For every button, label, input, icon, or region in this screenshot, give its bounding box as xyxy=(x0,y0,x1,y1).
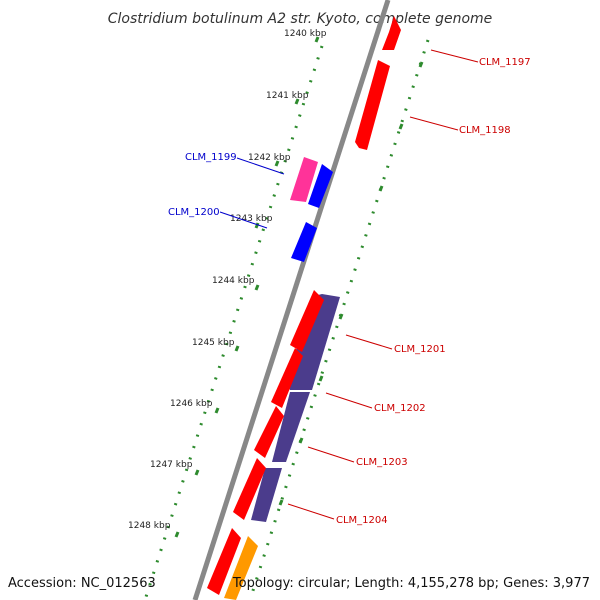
genome-summary-text: Topology: circular; Length: 4,155,278 bp… xyxy=(232,576,590,591)
map-title: Clostridium botulinum A2 str. Kyoto, com… xyxy=(108,11,493,27)
tick-label-1242: 1242 kbp xyxy=(248,153,291,163)
gene-label-clm-1199[interactable]: CLM_1199 xyxy=(185,152,237,163)
gene-clm-1203[interactable] xyxy=(251,468,282,522)
gene-label-clm-1200[interactable]: CLM_1200 xyxy=(168,207,220,218)
genome-backbone xyxy=(192,0,391,600)
tick-label-1247: 1247 kbp xyxy=(150,460,193,470)
gene-label-clm-1201[interactable]: CLM_1201 xyxy=(394,344,446,355)
gene-red-4[interactable] xyxy=(233,458,266,520)
tick-label-1245: 1245 kbp xyxy=(192,338,235,348)
tick-label-1241: 1241 kbp xyxy=(266,91,309,101)
gene-clm-1197[interactable] xyxy=(382,16,401,50)
tick-label-1248: 1248 kbp xyxy=(128,521,171,531)
right-tick-track xyxy=(248,39,430,600)
right-major-ticks xyxy=(278,61,424,506)
tick-label-1246: 1246 kbp xyxy=(170,399,213,409)
gene-clm-1199-a[interactable] xyxy=(290,157,318,202)
gene-clm-1202[interactable] xyxy=(272,392,310,462)
gene-orange[interactable] xyxy=(224,536,258,600)
gene-label-clm-1204[interactable]: CLM_1204 xyxy=(336,515,388,526)
gene-label-clm-1203[interactable]: CLM_1203 xyxy=(356,457,408,468)
gene-clm-1200[interactable] xyxy=(291,222,317,262)
tick-label-1244: 1244 kbp xyxy=(212,276,255,286)
tick-label-1240: 1240 kbp xyxy=(284,29,327,39)
gene-red-3[interactable] xyxy=(254,406,284,458)
major-ticks xyxy=(174,36,320,538)
gene-clm-1201[interactable] xyxy=(286,294,340,390)
gene-label-clm-1202[interactable]: CLM_1202 xyxy=(374,403,426,414)
label-connectors xyxy=(219,49,479,520)
gene-label-clm-1197[interactable]: CLM_1197 xyxy=(479,57,531,68)
gene-clm-1199-b[interactable] xyxy=(308,164,333,208)
gene-red-5[interactable] xyxy=(207,528,241,595)
tick-label-1243: 1243 kbp xyxy=(230,214,273,224)
accession-text: Accession: NC_012563 xyxy=(8,576,156,591)
gene-clm-1198[interactable] xyxy=(355,60,390,150)
forward-genes xyxy=(251,16,401,522)
gene-red-2[interactable] xyxy=(271,348,303,408)
left-tick-track xyxy=(143,45,324,600)
gene-label-clm-1198[interactable]: CLM_1198 xyxy=(459,125,511,136)
gene-red-1[interactable] xyxy=(290,290,324,352)
reverse-genes xyxy=(207,157,333,600)
